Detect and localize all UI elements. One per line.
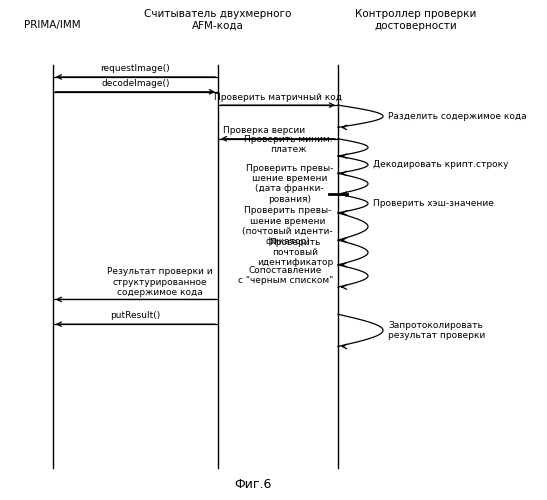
Text: Фиг.6: Фиг.6 [234, 478, 272, 492]
Text: Проверка версии: Проверка версии [223, 126, 305, 135]
Text: Запротоколировать
результат проверки: Запротоколировать результат проверки [388, 320, 485, 340]
Text: Проверить матричный код: Проверить матричный код [214, 93, 342, 102]
Text: decodeImage(): decodeImage() [101, 79, 170, 88]
Text: PRIMA/IMM: PRIMA/IMM [25, 20, 81, 30]
Text: Сопоставление
с "черным списком": Сопоставление с "черным списком" [237, 266, 333, 285]
Text: Проверить превы-
шение времени
(дата франки-
рования): Проверить превы- шение времени (дата фра… [246, 164, 333, 204]
Text: Считыватель двухмерного
AFM-кода: Считыватель двухмерного AFM-кода [144, 10, 292, 31]
Text: Декодировать крипт.строку: Декодировать крипт.строку [373, 160, 509, 170]
Text: Разделить содержимое кода: Разделить содержимое кода [388, 112, 527, 121]
Text: Проверить миним.
платеж: Проверить миним. платеж [245, 135, 333, 154]
Text: requestImage(): requestImage() [101, 64, 170, 73]
Text: Проверить превы-
шение времени
(почтовый иденти-
фикатор): Проверить превы- шение времени (почтовый… [242, 206, 333, 246]
Text: Проверить
почтовый
идентификатор: Проверить почтовый идентификатор [257, 238, 333, 268]
Text: Проверить хэш-значение: Проверить хэш-значение [373, 199, 494, 208]
Text: putResult(): putResult() [110, 311, 160, 320]
Text: Контроллер проверки
достоверности: Контроллер проверки достоверности [355, 10, 476, 31]
Text: Результат проверки и
структурированное
содержимое кода: Результат проверки и структурированное с… [107, 267, 213, 297]
